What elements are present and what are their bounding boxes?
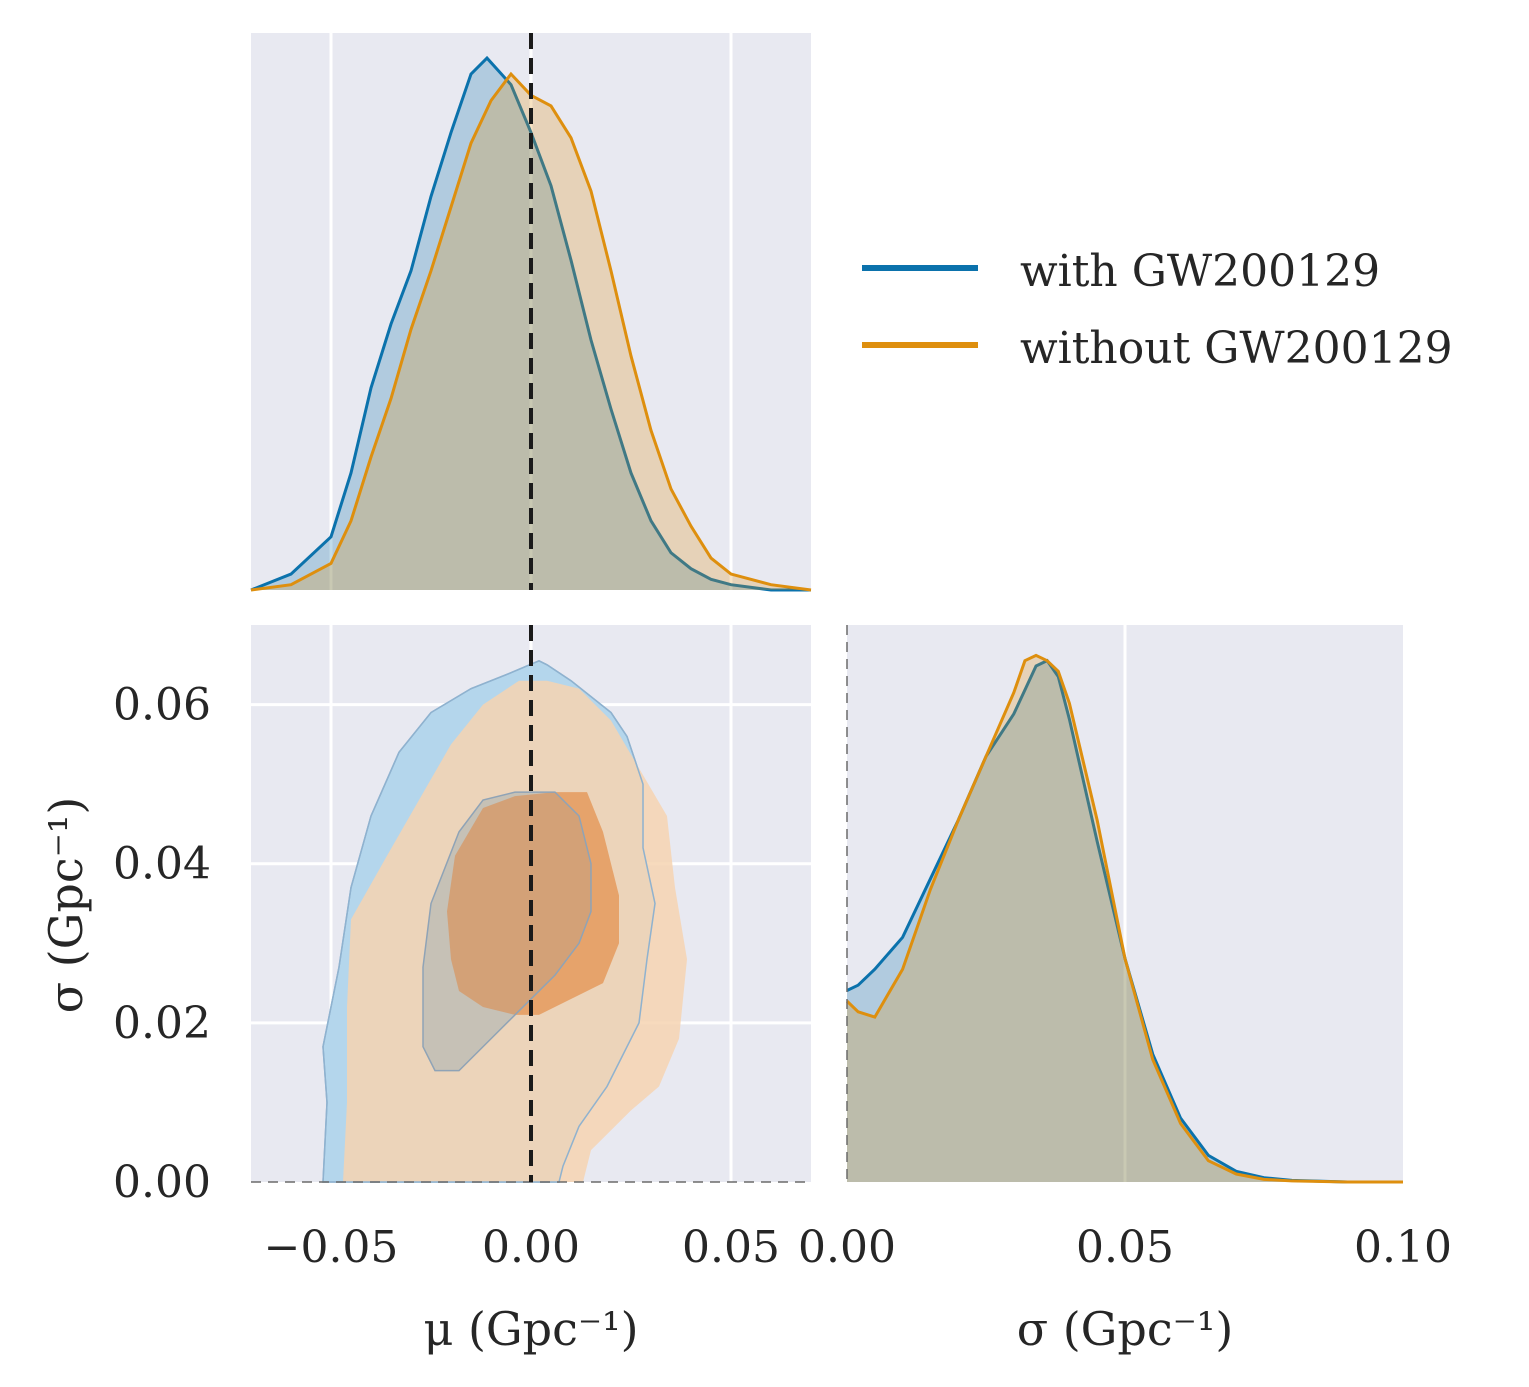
y-tick-label: 0.00 (113, 1157, 211, 1208)
x-tick-label: 0.00 (482, 1222, 580, 1273)
x-axis-label-mu: μ (Gpc⁻¹) (423, 1302, 638, 1356)
legend-label-without: without GW200129 (1020, 323, 1453, 374)
legend-label-with: with GW200129 (1020, 246, 1380, 297)
kde-line-without (845, 653, 1403, 1184)
kde-fill-without (847, 655, 1403, 1182)
panel-sigma-marginal: 0.00 0.05 0.10 (798, 625, 1452, 1273)
contour-with-outer-line (322, 659, 656, 1183)
y-tick-label: 0.06 (113, 680, 211, 731)
x-tick-label: 0.05 (682, 1222, 780, 1273)
x-tick-label: −0.05 (264, 1222, 399, 1273)
panel-joint: −0.05 0.00 0.05 0.00 0.02 0.04 0.06 (113, 625, 811, 1273)
x-tick-label: 0.00 (798, 1222, 896, 1273)
contour-with-inner-line (422, 791, 592, 1072)
x-tick-label: 0.10 (1354, 1222, 1452, 1273)
x-axis-label-sigma: σ (Gpc⁻¹) (1017, 1302, 1234, 1356)
legend: with GW200129 without GW200129 (862, 246, 1453, 374)
y-tick-label: 0.04 (113, 839, 211, 890)
y-tick-label: 0.02 (113, 998, 211, 1049)
kde-fill-with (847, 660, 1403, 1182)
x-tick-label: 0.05 (1076, 1222, 1174, 1273)
kde-line-with (846, 658, 1403, 1184)
kde-fill-with (251, 58, 811, 590)
kde-line-with (250, 55, 811, 592)
y-axis-label-sigma: σ (Gpc⁻¹) (39, 797, 93, 1014)
kde-fill-without (251, 74, 811, 590)
panel-mu-marginal (250, 33, 812, 592)
